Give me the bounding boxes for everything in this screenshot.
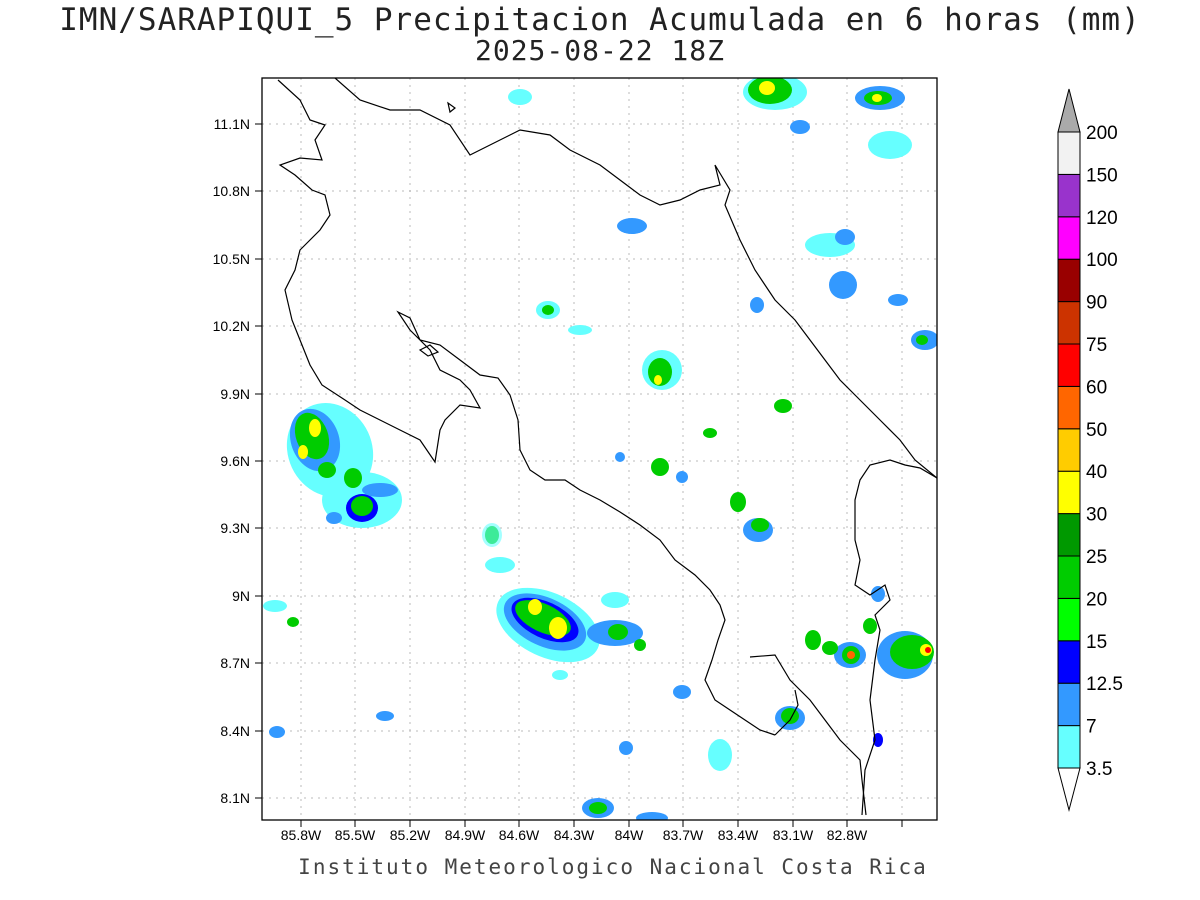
lon-label: 82.8W [827, 827, 868, 843]
colorbar-swatch [1057, 597, 1081, 642]
lat-label: 10.5N [213, 251, 250, 267]
colorbar-label: 7 [1086, 717, 1097, 738]
lat-label: 10.8N [213, 183, 250, 199]
lon-label: 83.4W [718, 827, 759, 843]
rain-cluster-southeast [263, 586, 934, 820]
colorbar-top-arrow [1057, 88, 1081, 133]
lat-label: 8.1N [220, 790, 250, 806]
lat-label: 8.4N [220, 723, 250, 739]
colorbar-label: 40 [1086, 462, 1107, 483]
map-grid [262, 78, 937, 820]
axis-ticks [255, 123, 903, 827]
colorbar-swatch [1057, 258, 1081, 303]
colorbar-swatch [1057, 385, 1081, 430]
latitude-labels: 11.1N 10.8N 10.5N 10.2N 9.9N 9.6N 9.3N 9… [213, 116, 250, 806]
lon-label: 85.8W [281, 827, 322, 843]
chart-title: IMN/SARAPIQUI_5 Precipitacion Acumulada … [59, 2, 1141, 38]
precipitation-field [263, 78, 937, 820]
colorbar-label: 150 [1086, 165, 1118, 186]
lat-label: 8.7N [220, 655, 250, 671]
lon-label: 84.3W [554, 827, 595, 843]
colorbar-swatch [1057, 725, 1081, 769]
colorbar-swatch [1057, 513, 1081, 557]
colorbar-label: 30 [1086, 505, 1107, 526]
lat-label: 9.3N [220, 520, 250, 536]
lon-label: 84.6W [499, 827, 540, 843]
colorbar-label: 200 [1086, 123, 1118, 144]
colorbar-swatch [1057, 301, 1081, 345]
footer-credit: Instituto Meteorologico Nacional Costa R… [298, 855, 928, 879]
colorbar-label: 3.5 [1086, 759, 1112, 780]
lat-label: 11.1N [214, 116, 250, 132]
lon-label: 84W [615, 827, 645, 843]
lon-label: 85.2W [390, 827, 431, 843]
lat-label: 9.9N [220, 386, 250, 402]
colorbar-swatch [1057, 343, 1081, 387]
colorbar-swatch [1057, 216, 1081, 260]
rain-cells-central [536, 218, 792, 542]
lat-label: 9.6N [220, 453, 250, 469]
map-frame [261, 77, 938, 821]
colorbar-bottom-arrow [1057, 767, 1081, 812]
colorbar-label: 90 [1086, 293, 1107, 314]
colorbar-label: 12.5 [1086, 674, 1123, 695]
colorbar-label: 50 [1086, 420, 1107, 441]
lon-label: 85.5W [335, 827, 376, 843]
colorbar-swatch [1057, 682, 1081, 727]
colorbar-label: 25 [1086, 547, 1107, 568]
lat-label: 9N [232, 588, 250, 604]
colorbar-label: 60 [1086, 377, 1107, 398]
lon-label: 83.7W [663, 827, 704, 843]
colorbar-swatch [1057, 470, 1081, 515]
colorbar-swatch [1057, 173, 1081, 218]
longitude-labels: 85.8W 85.5W 85.2W 84.9W 84.6W 84.3W 84W … [281, 827, 868, 843]
colorbar-label: 120 [1086, 208, 1118, 229]
colorbar-label: 75 [1086, 335, 1107, 356]
colorbar-swatch [1057, 428, 1081, 472]
lon-label: 83.1W [773, 827, 814, 843]
colorbar: 3.5 7 12.5 15 20 25 30 40 50 60 75 90 100 120 150 200 [1057, 88, 1123, 812]
colorbar-label: 15 [1086, 632, 1107, 653]
chart-subtitle-datetime: 2025-08-22 18Z [474, 34, 725, 67]
rain-cluster-guanacaste [286, 403, 402, 528]
lat-label: 10.2N [213, 318, 250, 334]
colorbar-swatches [1057, 131, 1081, 769]
lon-label: 84.9W [445, 827, 486, 843]
colorbar-labels: 3.5 7 12.5 15 20 25 30 40 50 60 75 90 100 120 150 200 [1086, 123, 1123, 780]
rain-cluster-caribbean-north [508, 78, 937, 350]
coastlines [277, 78, 937, 816]
colorbar-label: 100 [1086, 250, 1118, 271]
colorbar-swatch [1057, 640, 1081, 684]
colorbar-swatch [1057, 555, 1081, 599]
rain-cluster-pacific-central [482, 523, 646, 680]
colorbar-swatch [1057, 131, 1081, 175]
colorbar-label: 20 [1086, 589, 1107, 610]
